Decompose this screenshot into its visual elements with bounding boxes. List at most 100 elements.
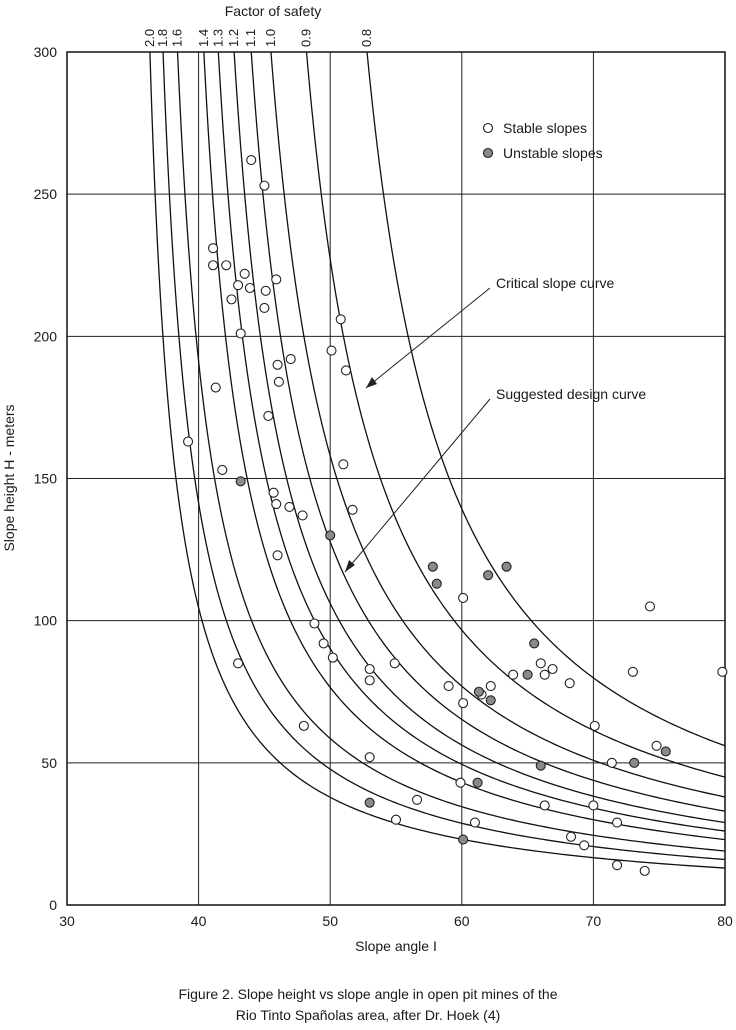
stable-point-19 [271, 499, 282, 510]
factor-of-safety-curves [149, 51, 726, 869]
stable-point-61 [627, 666, 638, 677]
factor-of-safety-labels: 2.01.8 1.6 1.4 1.3 1.2 1.1 1.0 0.9 0.8 [142, 29, 374, 47]
fs-label-1-4: 1.4 [196, 29, 211, 47]
y-tick-label-3: 150 [34, 471, 58, 487]
stable-point-36 [364, 663, 375, 675]
plot-frame [66, 51, 726, 906]
stable-point-26 [298, 720, 309, 731]
fs-curve-1-0 [270, 51, 726, 798]
stable-point-25 [297, 510, 308, 521]
stable-point-23 [285, 354, 296, 365]
annotation-critical-arrowhead [366, 377, 377, 388]
stable-point-63 [644, 601, 656, 612]
stable-point-28 [318, 638, 329, 649]
stable-point-10 [239, 268, 250, 279]
stable-point-17 [268, 487, 279, 498]
stable-point-62 [639, 865, 650, 876]
stable-point-0 [183, 436, 194, 447]
stable-point-35 [364, 752, 375, 763]
stable-point-27 [309, 618, 320, 629]
stable-point-13 [259, 180, 270, 191]
y-axis-title: Slope height H - meters [1, 404, 17, 551]
stable-point-1 [208, 243, 219, 254]
stable-point-47 [485, 681, 496, 692]
y-tick-label-1: 50 [41, 755, 57, 771]
x-axis-ticks: 30 40 50 60 70 80 [59, 913, 733, 929]
stable-point-54 [565, 831, 577, 842]
annotation-design-label: Suggested design curve [496, 386, 646, 402]
y-tick-label-6: 300 [34, 44, 58, 60]
stable-point-49 [535, 658, 546, 669]
unstable-point-3 [427, 561, 438, 572]
x-tick-label-5: 80 [717, 913, 733, 929]
unstable-point-10 [501, 561, 512, 572]
stable-point-45 [469, 817, 481, 828]
unstable-point-2 [364, 797, 375, 808]
annotation-critical-arrow [365, 287, 491, 389]
unstable-point-8 [483, 570, 494, 581]
stable-point-18 [271, 274, 282, 285]
unstable-point-6 [472, 777, 483, 788]
unstable-point-0 [235, 476, 246, 487]
stable-point-39 [390, 814, 402, 825]
stable-point-15 [260, 285, 271, 296]
unstable-point-5 [458, 834, 469, 845]
annotation-design: Suggested design curve [344, 386, 646, 573]
y-tick-label-5: 250 [34, 186, 58, 202]
unstable-point-11 [522, 669, 533, 680]
fs-curve-1-3 [217, 51, 726, 832]
x-tick-label-2: 50 [322, 913, 338, 929]
stable-point-30 [327, 652, 338, 663]
fs-curve-1-8 [162, 51, 726, 861]
stable-point-31 [335, 314, 346, 325]
stable-point-32 [338, 459, 349, 470]
x-axis-title: Slope angle I [355, 938, 437, 954]
stable-point-64 [651, 740, 662, 751]
stable-point-44 [458, 698, 469, 709]
stable-point-33 [340, 365, 352, 376]
legend-stable-label: Stable slopes [503, 120, 587, 136]
stable-point-24 [284, 501, 295, 512]
fs-curve-1-4 [203, 51, 726, 841]
fs-curve-0-9 [305, 51, 726, 778]
stable-point-11 [244, 282, 255, 294]
y-tick-label-4: 200 [34, 328, 58, 344]
fs-label-1-3: 1.3 [210, 29, 225, 47]
data-points [183, 154, 728, 876]
x-tick-label-0: 30 [59, 913, 75, 929]
y-axis-ticks: 0 50 100 150 200 250 300 [34, 44, 58, 913]
stable-point-52 [547, 663, 558, 675]
stable-point-3 [210, 382, 221, 393]
unstable-point-14 [629, 757, 640, 768]
fs-curve-1-2 [233, 51, 726, 824]
legend-unstable-marker [482, 147, 494, 159]
fs-curve-0-8 [366, 51, 726, 747]
fs-label-1-1: 1.1 [243, 29, 258, 47]
stable-point-16 [263, 410, 274, 421]
fs-label-1-6: 1.6 [170, 29, 185, 47]
stable-point-41 [443, 681, 454, 692]
stable-point-12 [246, 154, 257, 166]
x-tick-label-4: 70 [586, 913, 602, 929]
stable-point-5 [221, 260, 232, 271]
stable-point-21 [272, 359, 283, 370]
stable-point-55 [579, 840, 590, 851]
stable-point-9 [233, 658, 244, 669]
stable-point-50 [539, 669, 550, 680]
stable-point-6 [226, 294, 237, 305]
y-tick-label-0: 0 [49, 897, 57, 913]
annotation-design-arrow [344, 398, 491, 573]
unstable-point-12 [529, 638, 540, 649]
fs-label-1-8: 1.8 [155, 29, 170, 47]
fs-curve-2-0 [149, 51, 726, 869]
stable-point-8 [235, 328, 246, 339]
stable-point-7 [233, 280, 244, 291]
fs-label-1-2: 1.2 [226, 29, 241, 47]
x-tick-label-3: 60 [454, 913, 470, 929]
stable-point-42 [455, 777, 466, 788]
fs-label-0-8: 0.8 [359, 29, 374, 47]
fs-label-1-0: 1.0 [263, 29, 278, 47]
stable-point-57 [589, 720, 600, 731]
stable-point-48 [508, 669, 519, 680]
